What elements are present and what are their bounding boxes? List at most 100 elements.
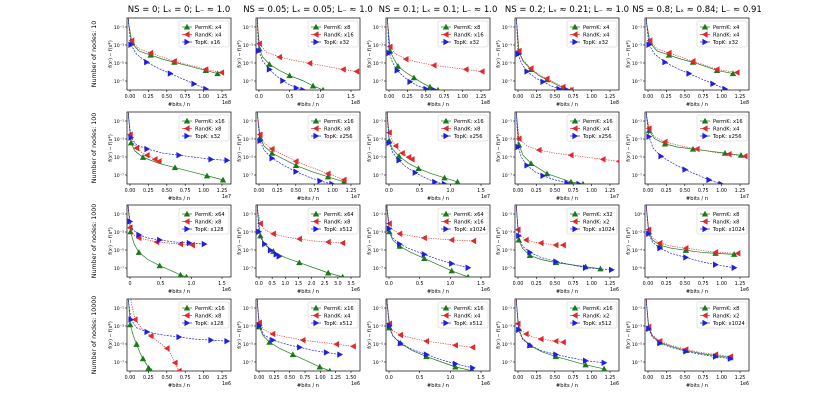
series-group [646, 18, 740, 90]
data-point [466, 273, 470, 277]
x-tick-label: 0.0 [385, 188, 393, 194]
data-point [572, 225, 579, 233]
legend-box [178, 207, 230, 235]
data-point [300, 86, 307, 90]
x-tick-label: 1.5 [477, 281, 485, 287]
legend-label: TopK: x1024 [712, 321, 746, 327]
data-point [527, 160, 535, 166]
data-point [515, 320, 521, 327]
x-tick-label: 1.00 [716, 188, 727, 194]
data-point [701, 125, 708, 132]
x-tick-label: 0.25 [661, 188, 672, 194]
series-group [645, 112, 748, 184]
x-axis-label: #bits / n [168, 196, 190, 202]
series-line [257, 112, 333, 184]
data-point [526, 252, 534, 258]
x-tick-label: 1.25 [605, 94, 616, 100]
data-point [396, 230, 403, 237]
subplot: 10⁻¹ 10⁻³ 10⁻⁵ 10⁻⁷ 0.0 0.5 1.0 1.5 2.0 2.5 3.0 3.5… [237, 204, 361, 295]
x-tick-label: 1.50 [346, 375, 357, 381]
y-tick-label: 10⁻¹ [243, 25, 253, 31]
data-point [410, 74, 418, 81]
legend-box [566, 20, 618, 48]
legend-label: TopK: x32 [453, 40, 479, 46]
data-point [325, 269, 332, 276]
series-line [128, 112, 160, 162]
data-point [224, 337, 231, 345]
data-point [689, 58, 696, 65]
data-point [177, 271, 184, 277]
data-point [448, 236, 455, 244]
x-tick-label: 1.00 [586, 375, 597, 381]
data-point [136, 231, 143, 239]
x-tick-label: 0.75 [568, 281, 579, 287]
data-point [151, 156, 158, 163]
plot-frame [514, 298, 620, 372]
y-axis-label: f(xᵗ) − f(x*) [108, 134, 114, 162]
x-tick-label: 0.50 [549, 375, 560, 381]
data-point [443, 225, 450, 233]
y-axis-label: f(xᵗ) − f(x*) [367, 134, 373, 162]
data-point [478, 68, 485, 75]
data-point [266, 339, 273, 345]
legend-label: PermK: x16 [454, 306, 484, 312]
data-point [127, 139, 135, 146]
x-tick-label: 1.00 [586, 94, 597, 100]
series-line [646, 299, 731, 360]
data-point [312, 31, 319, 38]
y-tick-label: 10⁻¹ [114, 119, 124, 125]
data-point [683, 348, 690, 355]
y-axis-label: f(xᵗ) − f(x*) [626, 321, 632, 349]
data-point [309, 82, 317, 89]
series-line [516, 18, 572, 90]
x-tick-label: 0.0 [255, 94, 263, 100]
series-line [128, 18, 206, 90]
x-exponent: 1e8 [481, 100, 490, 106]
data-point [340, 66, 346, 73]
series-group [515, 299, 608, 371]
y-tick-label: 10⁻⁵ [243, 342, 253, 348]
data-point [443, 38, 450, 46]
x-axis-label: #bits / n [556, 289, 578, 295]
x-tick-label: 0.25 [661, 94, 672, 100]
y-axis-label: f(xᵗ) − f(x*) [496, 321, 502, 349]
data-point [147, 332, 154, 340]
x-tick-label: 1.00 [315, 375, 326, 381]
x-tick-label: 0.75 [180, 188, 191, 194]
data-point [143, 152, 150, 159]
legend-label: RandK: x8 [324, 220, 350, 226]
y-tick-label: 10⁻⁷ [114, 266, 124, 272]
data-point [515, 135, 522, 142]
data-point [312, 312, 319, 319]
x-tick-label: 0.50 [284, 375, 295, 381]
data-point [713, 66, 720, 73]
data-point [316, 363, 323, 370]
x-tick-label: 0.00 [384, 94, 395, 100]
subplot: 10⁰ 10⁻² 10⁻⁴ 10⁻⁶ 0.00 0.25 0.50 0.75 1.00 1.251… [626, 204, 750, 295]
x-tick-label: 0.25 [143, 375, 154, 381]
data-point [436, 86, 440, 90]
data-point [582, 361, 589, 368]
y-tick-label: 10⁻³ [114, 230, 124, 236]
plot-frame [255, 17, 361, 91]
subplot: 10⁻¹ 10⁻³ 10⁻⁵ 10⁻⁷ 0.00 0.25 0.50 0.75 1.00 1.25… [496, 204, 620, 295]
data-point [321, 86, 325, 90]
series-group [256, 18, 360, 90]
data-point [312, 23, 320, 30]
x-tick-label: 0.75 [300, 375, 311, 381]
series-group [128, 18, 225, 90]
data-point [157, 236, 163, 244]
data-point [442, 117, 450, 124]
y-tick-label: 10⁻⁷ [243, 79, 253, 85]
data-point [571, 218, 578, 225]
column-title: NS = 0.8; Lₓ ≈ 0.84; L₋ ≈ 0.91 [632, 5, 762, 15]
series-line [386, 299, 473, 371]
data-point [128, 41, 135, 48]
data-point [219, 176, 227, 183]
legend-label: PermK: x16 [195, 119, 225, 125]
x-tick-label: 1.25 [735, 375, 746, 381]
legend-label: RandK: x8 [713, 220, 739, 226]
legend-label: PermK: x4 [713, 25, 740, 31]
legend-label: RandK: x4 [583, 33, 610, 39]
